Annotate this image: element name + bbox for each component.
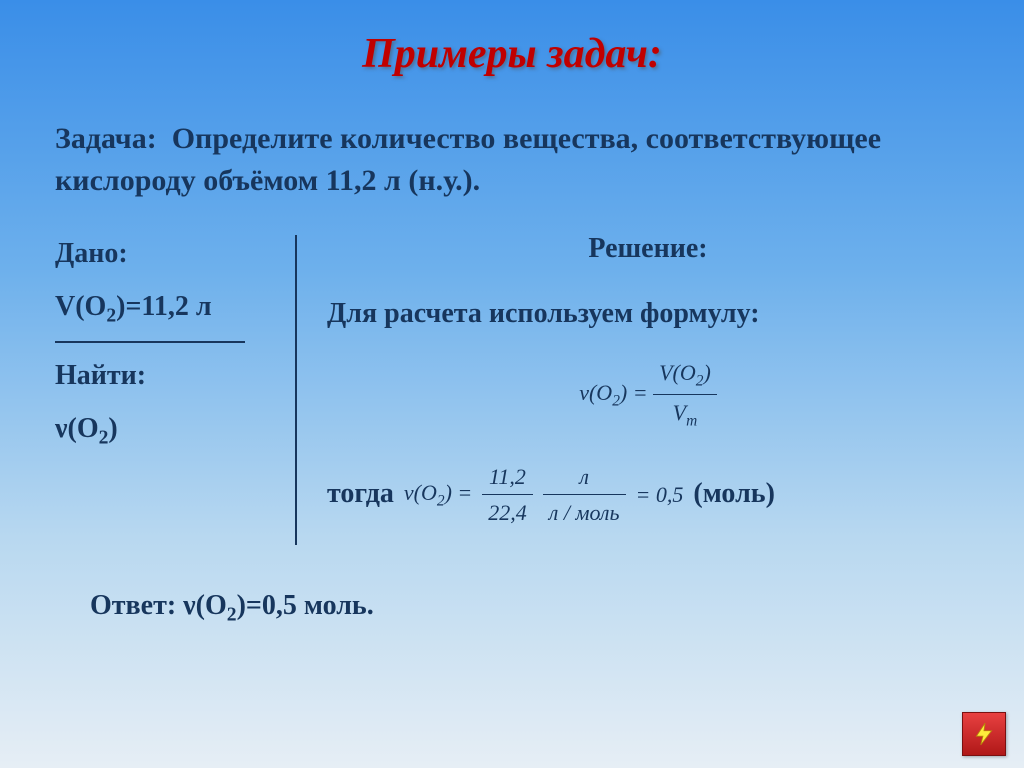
c-num1: 11,2	[482, 459, 533, 494]
lightning-icon	[971, 721, 997, 747]
find-value: ν(O2)	[55, 402, 295, 457]
then-label: тогда	[327, 472, 394, 517]
f-num-post: )	[703, 360, 710, 385]
c-lhs-pre: v(O	[404, 480, 437, 505]
slide-title: Примеры задач:	[0, 0, 1024, 78]
find-pre: ν(O	[55, 413, 99, 444]
given-sub: 2	[106, 306, 116, 327]
find-label: Найти:	[55, 349, 295, 402]
content-area: Дано: V(O2)=11,2 л Найти: ν(O2) Решение:…	[55, 227, 969, 545]
c-lhs-sub: 2	[437, 492, 445, 509]
answer-pre: ν(O	[183, 590, 227, 621]
f-lhs-post: ) =	[620, 380, 653, 405]
formula-fraction: V(O2) Vm	[653, 355, 717, 434]
formula-num: V(O2)	[653, 355, 717, 394]
given-pre: V(O	[55, 291, 106, 322]
f-lhs-pre: v(O	[579, 380, 612, 405]
calc-frac2: л л / моль	[543, 459, 626, 530]
answer-post: )=0,5 моль.	[237, 590, 374, 621]
calc-result: = 0,5	[636, 477, 684, 512]
given-label: Дано:	[55, 227, 295, 280]
c-den2: л / моль	[543, 494, 626, 530]
f-num-pre: V(O	[659, 360, 696, 385]
answer-sub: 2	[227, 605, 237, 626]
c-den1: 22,4	[482, 494, 533, 530]
find-sub: 2	[99, 428, 109, 449]
given-value: V(O2)=11,2 л	[55, 280, 295, 335]
answer-line: Ответ: ν(O2)=0,5 моль.	[90, 590, 1024, 627]
calc-unit: (моль)	[693, 472, 775, 517]
f-den: V	[673, 400, 686, 425]
problem-label: Задача:	[55, 122, 157, 155]
formula-lhs: v(O2) =	[579, 380, 653, 405]
calc-frac1: 11,2 22,4	[482, 459, 533, 530]
calc-lhs: v(O2) =	[404, 475, 472, 514]
solution-intro: Для расчета используем формулу:	[327, 292, 969, 337]
problem-text: Определите количество вещества, соответс…	[55, 122, 881, 197]
find-post: )	[108, 413, 117, 444]
problem-statement: Задача: Определите количество вещества, …	[55, 118, 969, 202]
c-lhs-post: ) =	[445, 480, 473, 505]
given-column: Дано: V(O2)=11,2 л Найти: ν(O2)	[55, 227, 295, 545]
solution-column: Решение: Для расчета используем формулу:…	[297, 227, 969, 545]
given-divider	[55, 341, 245, 343]
solution-heading: Решение:	[327, 227, 969, 272]
c-num2: л	[543, 459, 626, 494]
formula-main: v(O2) = V(O2) Vm	[327, 355, 969, 434]
calculation-row: тогда v(O2) = 11,2 22,4 л л / моль = 0,5…	[327, 459, 969, 530]
given-post: )=11,2 л	[116, 291, 211, 322]
answer-label: Ответ:	[90, 590, 183, 621]
next-slide-button[interactable]	[962, 712, 1006, 756]
f-lhs-sub: 2	[612, 392, 620, 409]
formula-den: Vm	[653, 394, 717, 434]
f-den-sub: m	[686, 412, 697, 429]
